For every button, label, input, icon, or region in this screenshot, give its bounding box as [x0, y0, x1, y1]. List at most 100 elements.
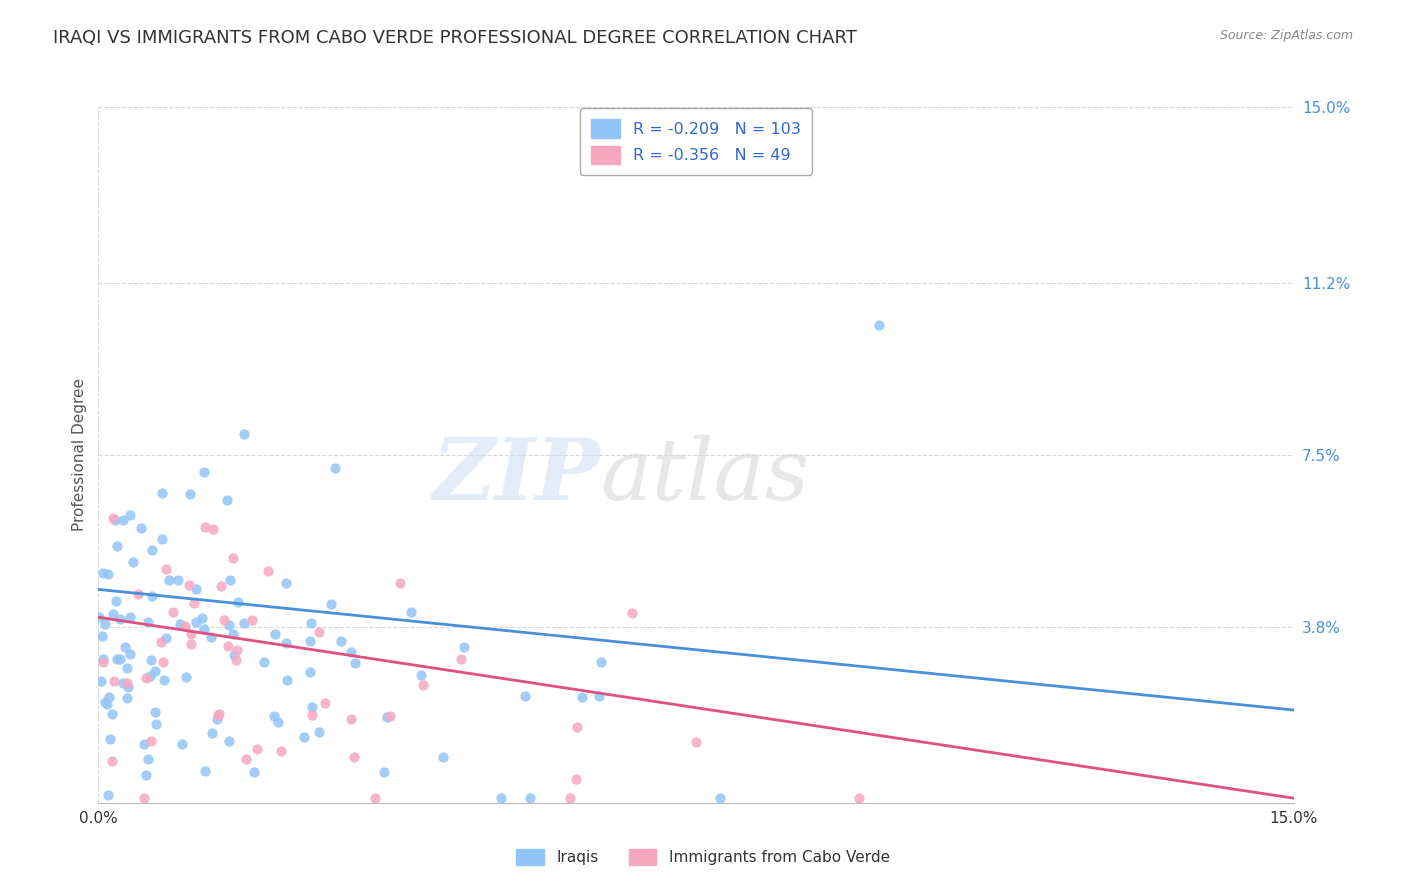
Point — [242, 613, 264, 627]
Point — [114, 640, 136, 654]
Point — [98, 732, 121, 747]
Point — [292, 730, 315, 744]
Point — [105, 539, 128, 553]
Point — [120, 648, 142, 662]
Point — [101, 754, 124, 768]
Point — [193, 520, 215, 534]
Point — [411, 667, 433, 681]
Point — [169, 616, 191, 631]
Point — [162, 605, 184, 619]
Point — [560, 791, 582, 805]
Point — [343, 749, 366, 764]
Point — [89, 609, 111, 624]
Point — [93, 566, 115, 580]
Point — [276, 673, 298, 688]
Point — [132, 737, 155, 751]
Point — [141, 542, 163, 557]
Point — [218, 618, 240, 632]
Point — [170, 737, 193, 751]
Point — [93, 655, 115, 669]
Point — [314, 697, 336, 711]
Point — [145, 717, 167, 731]
Point — [207, 706, 229, 721]
Point — [104, 514, 127, 528]
Point — [91, 652, 114, 666]
Point — [620, 606, 643, 620]
Point — [155, 562, 177, 576]
Point — [183, 595, 205, 609]
Point — [174, 670, 197, 684]
Point — [98, 690, 121, 704]
Point — [513, 689, 536, 703]
Point — [375, 709, 398, 723]
Point — [179, 578, 201, 592]
Point — [266, 715, 288, 730]
Point — [218, 734, 240, 748]
Point — [453, 640, 475, 655]
Point — [100, 706, 122, 721]
Legend: R = -0.209   N = 103, R = -0.356   N = 49: R = -0.209 N = 103, R = -0.356 N = 49 — [581, 108, 811, 176]
Point — [111, 512, 134, 526]
Point — [150, 532, 173, 546]
Point — [97, 788, 120, 802]
Point — [121, 556, 143, 570]
Point — [224, 648, 246, 662]
Point — [139, 734, 162, 748]
Point — [226, 643, 249, 657]
Point — [589, 655, 612, 669]
Point — [207, 708, 229, 723]
Point — [209, 579, 232, 593]
Point — [157, 573, 180, 587]
Point — [174, 618, 197, 632]
Point — [298, 634, 321, 648]
Point — [132, 791, 155, 805]
Point — [152, 655, 174, 669]
Point — [319, 597, 342, 611]
Point — [120, 610, 142, 624]
Point — [685, 735, 707, 749]
Point — [96, 697, 118, 711]
Point — [143, 664, 166, 678]
Point — [848, 791, 870, 805]
Point — [221, 627, 243, 641]
Point — [519, 791, 541, 805]
Point — [139, 669, 162, 683]
Point — [270, 744, 292, 758]
Point — [264, 626, 287, 640]
Point — [308, 624, 330, 639]
Point — [219, 573, 242, 587]
Point — [136, 615, 159, 630]
Point — [186, 582, 208, 596]
Point — [432, 750, 454, 764]
Point — [256, 564, 278, 578]
Point — [103, 510, 125, 524]
Point — [91, 629, 114, 643]
Point — [105, 593, 128, 607]
Point — [94, 695, 117, 709]
Point — [101, 607, 124, 622]
Point — [135, 767, 157, 781]
Point — [378, 709, 401, 723]
Point — [565, 772, 588, 787]
Point — [191, 611, 214, 625]
Point — [571, 690, 593, 704]
Point — [105, 652, 128, 666]
Point — [489, 791, 512, 805]
Point — [232, 427, 254, 442]
Point — [340, 712, 363, 726]
Point — [298, 665, 321, 679]
Point — [141, 589, 163, 603]
Text: Source: ZipAtlas.com: Source: ZipAtlas.com — [1219, 29, 1353, 42]
Point — [135, 671, 157, 685]
Point — [212, 613, 235, 627]
Point — [450, 652, 472, 666]
Point — [153, 673, 176, 687]
Point — [202, 522, 225, 536]
Point — [94, 616, 117, 631]
Point — [228, 595, 250, 609]
Point — [299, 615, 322, 630]
Point — [301, 708, 323, 723]
Point — [588, 689, 610, 703]
Point — [103, 673, 125, 688]
Point — [340, 645, 363, 659]
